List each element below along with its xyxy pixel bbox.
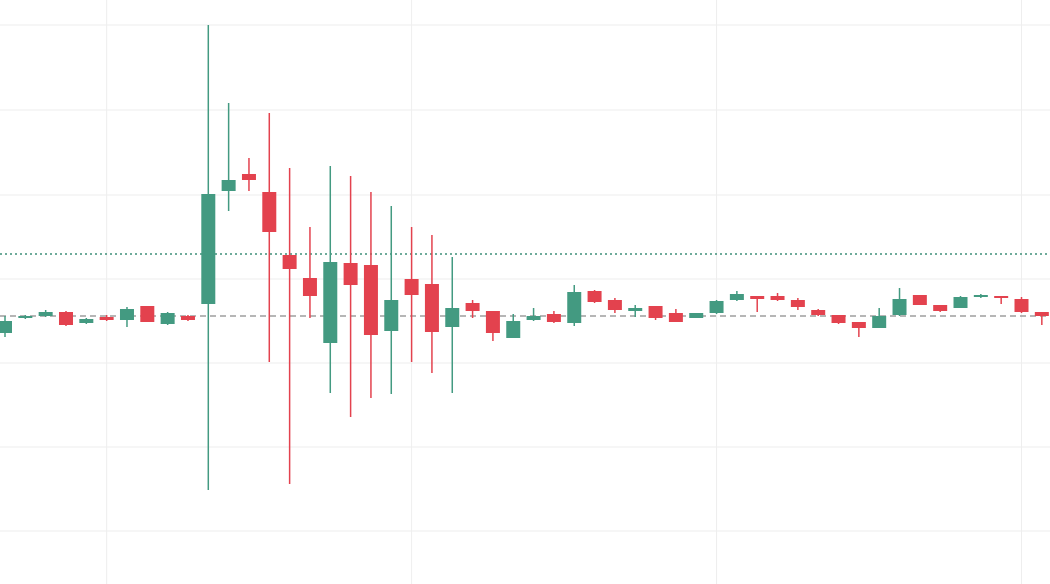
- candle-body: [404, 279, 419, 295]
- candle-body: [607, 300, 622, 310]
- candle-body: [424, 284, 439, 332]
- candle-body: [0, 321, 12, 333]
- candle-body: [384, 300, 399, 331]
- candle-body: [567, 292, 582, 323]
- candle-body: [58, 312, 73, 325]
- candle-body: [587, 291, 602, 302]
- candle-body: [872, 316, 887, 328]
- candle-body: [282, 255, 297, 269]
- candle-body: [729, 294, 744, 300]
- candle-body: [140, 306, 155, 322]
- candle-body: [465, 303, 480, 311]
- candle-body: [445, 308, 460, 327]
- candle-body: [221, 180, 236, 191]
- candle-body: [1034, 312, 1049, 316]
- candle-body: [241, 174, 256, 180]
- candle-body: [546, 314, 561, 322]
- candle-body: [811, 310, 826, 315]
- candle-body: [912, 295, 927, 305]
- candle-body: [668, 313, 683, 322]
- candle-body: [180, 316, 195, 320]
- candle-body: [201, 194, 216, 304]
- candle-body: [506, 321, 521, 338]
- candle-body: [1014, 299, 1029, 312]
- candle-body: [831, 315, 846, 323]
- candle-body: [99, 317, 114, 320]
- candle-body: [933, 305, 948, 311]
- candle-body: [323, 262, 338, 343]
- candle-body: [343, 263, 358, 285]
- candle-body: [79, 319, 94, 323]
- candle-body: [526, 316, 541, 320]
- candle-body: [973, 295, 988, 297]
- candle-body: [363, 265, 378, 335]
- candle-body: [38, 312, 53, 316]
- candle-body: [262, 192, 277, 232]
- candle-body: [302, 278, 317, 296]
- candle-body: [485, 311, 500, 333]
- candle-body: [160, 313, 175, 324]
- candle-body: [628, 308, 643, 311]
- candle-body: [750, 296, 765, 299]
- candle-body: [790, 300, 805, 307]
- candle-body: [119, 309, 134, 320]
- candle-body: [953, 297, 968, 308]
- candle-body: [709, 301, 724, 313]
- candle-body: [851, 322, 866, 328]
- candle-body: [648, 306, 663, 318]
- candle-body: [770, 296, 785, 300]
- candle-body: [892, 299, 907, 315]
- candle-body: [689, 313, 704, 318]
- candle-body: [994, 296, 1009, 298]
- candle-body: [18, 316, 33, 318]
